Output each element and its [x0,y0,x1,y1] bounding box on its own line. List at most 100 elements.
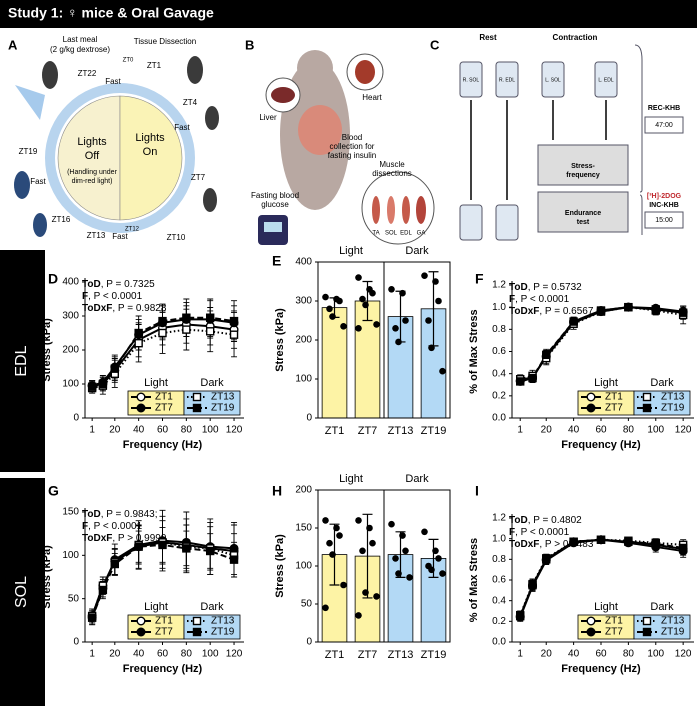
legend-marker [192,627,202,637]
diagram-label: R. EDL [499,77,515,83]
y-tick-label: 100 [62,550,79,561]
stat-value: , P = 0.7325 [101,279,155,290]
data-point [373,593,380,600]
point [158,316,167,326]
point [651,305,660,314]
stat-value: , P = 0.5732 [528,282,582,293]
x-tick-label: 80 [623,425,635,436]
data-point [421,272,428,279]
stat-term: ToDxF [509,306,539,317]
x-tick-label: 60 [157,425,169,436]
y-tick-label: 100 [295,561,312,572]
error-bar [329,297,340,318]
diagram-label: dissections [372,169,412,178]
series-line [519,306,684,382]
diagram-label: glucose [261,200,289,209]
legend-label: ZT19 [211,627,235,638]
stat-value: , P = 0.6567 [539,306,593,317]
x-tick-label: ZT1 [325,649,345,661]
axis-line [84,508,244,643]
y-tick-label: 0.6 [492,575,506,586]
data-point [369,289,376,297]
stat-value: , P < 0.0001 [88,291,142,302]
y-tick-label: 0.0 [492,413,506,424]
stat-value: , P < 0.0001 [515,294,569,305]
y-tick-label: 0.4 [492,595,506,606]
group-label: Light [339,245,363,257]
data-point [435,555,442,562]
data-point [355,517,362,524]
x-axis-title: Frequency (Hz) [561,439,641,451]
data-point [322,517,329,524]
diagram-label: Tissue Dissection [134,37,196,46]
x-tick-label: 120 [675,649,692,660]
legend-group-label: Dark [650,601,674,613]
stat-line: ToDxF, P > 0.9483 [509,539,594,550]
stat-line: F, P < 0.0001 [509,527,570,538]
x-tick-label: 20 [109,649,121,660]
y-tick-label: 0 [306,413,312,424]
diagram-label: INC-KHB [649,202,679,209]
diagram-label: Muscle [379,160,405,169]
y-tick-label: 100 [62,379,79,390]
diagram-label: ZT16 [52,215,71,224]
point [651,539,660,549]
y-tick-label: 0 [73,637,79,648]
y-tick-label: 300 [62,311,79,322]
data-point [435,297,442,305]
legend-label: ZT1 [605,392,623,403]
diagram-label: REC-KHB [648,105,680,112]
y-tick-label: 200 [62,345,79,356]
stat-line: ToD, P = 0.7325 [82,279,155,290]
stat-line: ToD, P = 0.9843; [82,509,158,520]
diagram-label: 47:00 [655,122,673,129]
stat-term: F [509,294,515,305]
point [624,302,633,312]
stat-term: F [82,291,88,302]
data-point [355,274,362,281]
x-tick-label: 1 [89,649,95,660]
data-point [359,547,366,555]
error-bar [329,523,340,586]
x-tick-label: ZT1 [325,425,345,437]
x-tick-label: 40 [133,425,145,436]
legend-marker [136,627,146,637]
error-bar [395,290,406,343]
legend-label: ZT19 [661,403,685,414]
x-tick-label: ZT7 [358,425,378,437]
panel-label: H [272,483,282,499]
legend-marker [586,627,596,637]
legend-label: ZT13 [211,392,235,403]
data-point [402,547,409,555]
y-axis-title: Stress (kPa) [274,308,286,372]
diagram-label: On [143,146,158,158]
y-tick-label: 0.0 [492,637,506,648]
stat-term: ToDxF [82,303,112,314]
series-line [519,306,684,383]
diagram-label: Blood [342,133,362,142]
legend-marker [136,392,146,402]
data-point [392,555,399,562]
panel-label: D [48,271,58,287]
y-axis-title: % of Max Stress [468,309,480,393]
data-point [439,570,446,577]
diagram-label: dim-red light) [72,178,113,185]
legend-label: ZT7 [605,627,623,638]
data-point [373,321,380,328]
x-tick-label: 100 [202,425,219,436]
legend-group-label: Dark [200,377,224,389]
point [110,364,120,373]
diagram-label: (Handling under [67,169,117,176]
diagram-label: Last meal [63,35,98,44]
diagram-label: EDL [400,231,412,237]
legend-marker [136,403,146,413]
data-point [392,325,399,332]
diagram-label: ZT7 [191,173,206,182]
legend-marker [642,403,652,413]
stat-value: , P > 0.9999 [112,533,166,544]
diagram-label: collection for [330,142,375,151]
panel-a-art [14,56,219,237]
x-tick-label: 60 [595,425,607,436]
y-tick-label: 200 [295,485,312,496]
stat-line: ToD, P = 0.4802 [509,515,582,526]
